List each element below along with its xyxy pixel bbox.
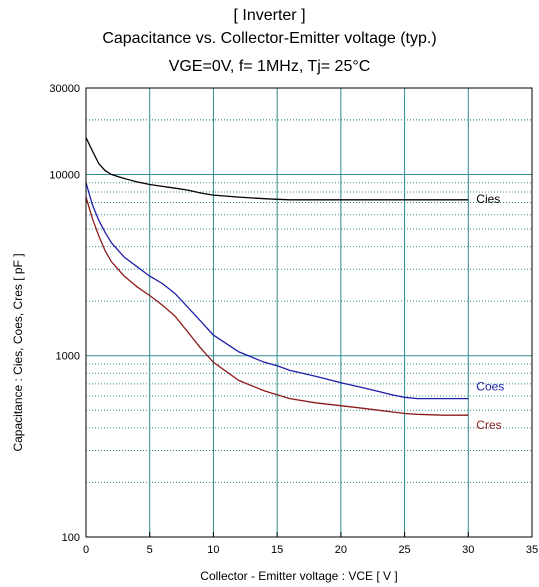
- series-line-coes: [85, 182, 469, 400]
- x-tick-label: 25: [398, 544, 410, 556]
- x-tick-label: 20: [335, 544, 347, 556]
- y-tick-label: 30000: [49, 83, 80, 95]
- series-line-cies: [85, 137, 469, 201]
- x-tick-label: 35: [526, 544, 538, 556]
- grid-lines: [86, 88, 532, 537]
- series-label-coes: Coes: [476, 380, 504, 394]
- plot-frame: [85, 87, 533, 538]
- series-layer: [85, 137, 469, 416]
- y-axis-label: Capacitance : Cies, Coes, Cres [ pF ]: [11, 253, 25, 451]
- x-tick-label: 5: [147, 544, 153, 556]
- series-label-cres: Cres: [476, 418, 501, 432]
- chart-subtitle: Capacitance vs. Collector-Emitter voltag…: [102, 30, 437, 47]
- x-tick-label: 0: [83, 544, 89, 556]
- y-tick-label: 10000: [49, 169, 80, 181]
- chart-title: [ Inverter ]: [233, 7, 306, 24]
- series-line-cres: [85, 196, 469, 416]
- x-axis-label: Collector - Emitter voltage : VCE [ V ]: [200, 569, 397, 583]
- x-tick-label: 15: [271, 544, 283, 556]
- series-label-cies: Cies: [476, 192, 500, 206]
- y-tick-label: 100: [62, 532, 80, 544]
- x-tick-label: 10: [207, 544, 219, 556]
- chart-conditions: VGE=0V, f= 1MHz, Tj= 25°C: [168, 58, 371, 75]
- series-labels: Cies Coes Cres: [476, 192, 504, 432]
- tick-labels: 0 5 10 15 20 25 30 35 100 1000 10000 30000: [49, 83, 538, 556]
- x-tick-label: 30: [462, 544, 474, 556]
- y-tick-label: 1000: [56, 351, 80, 363]
